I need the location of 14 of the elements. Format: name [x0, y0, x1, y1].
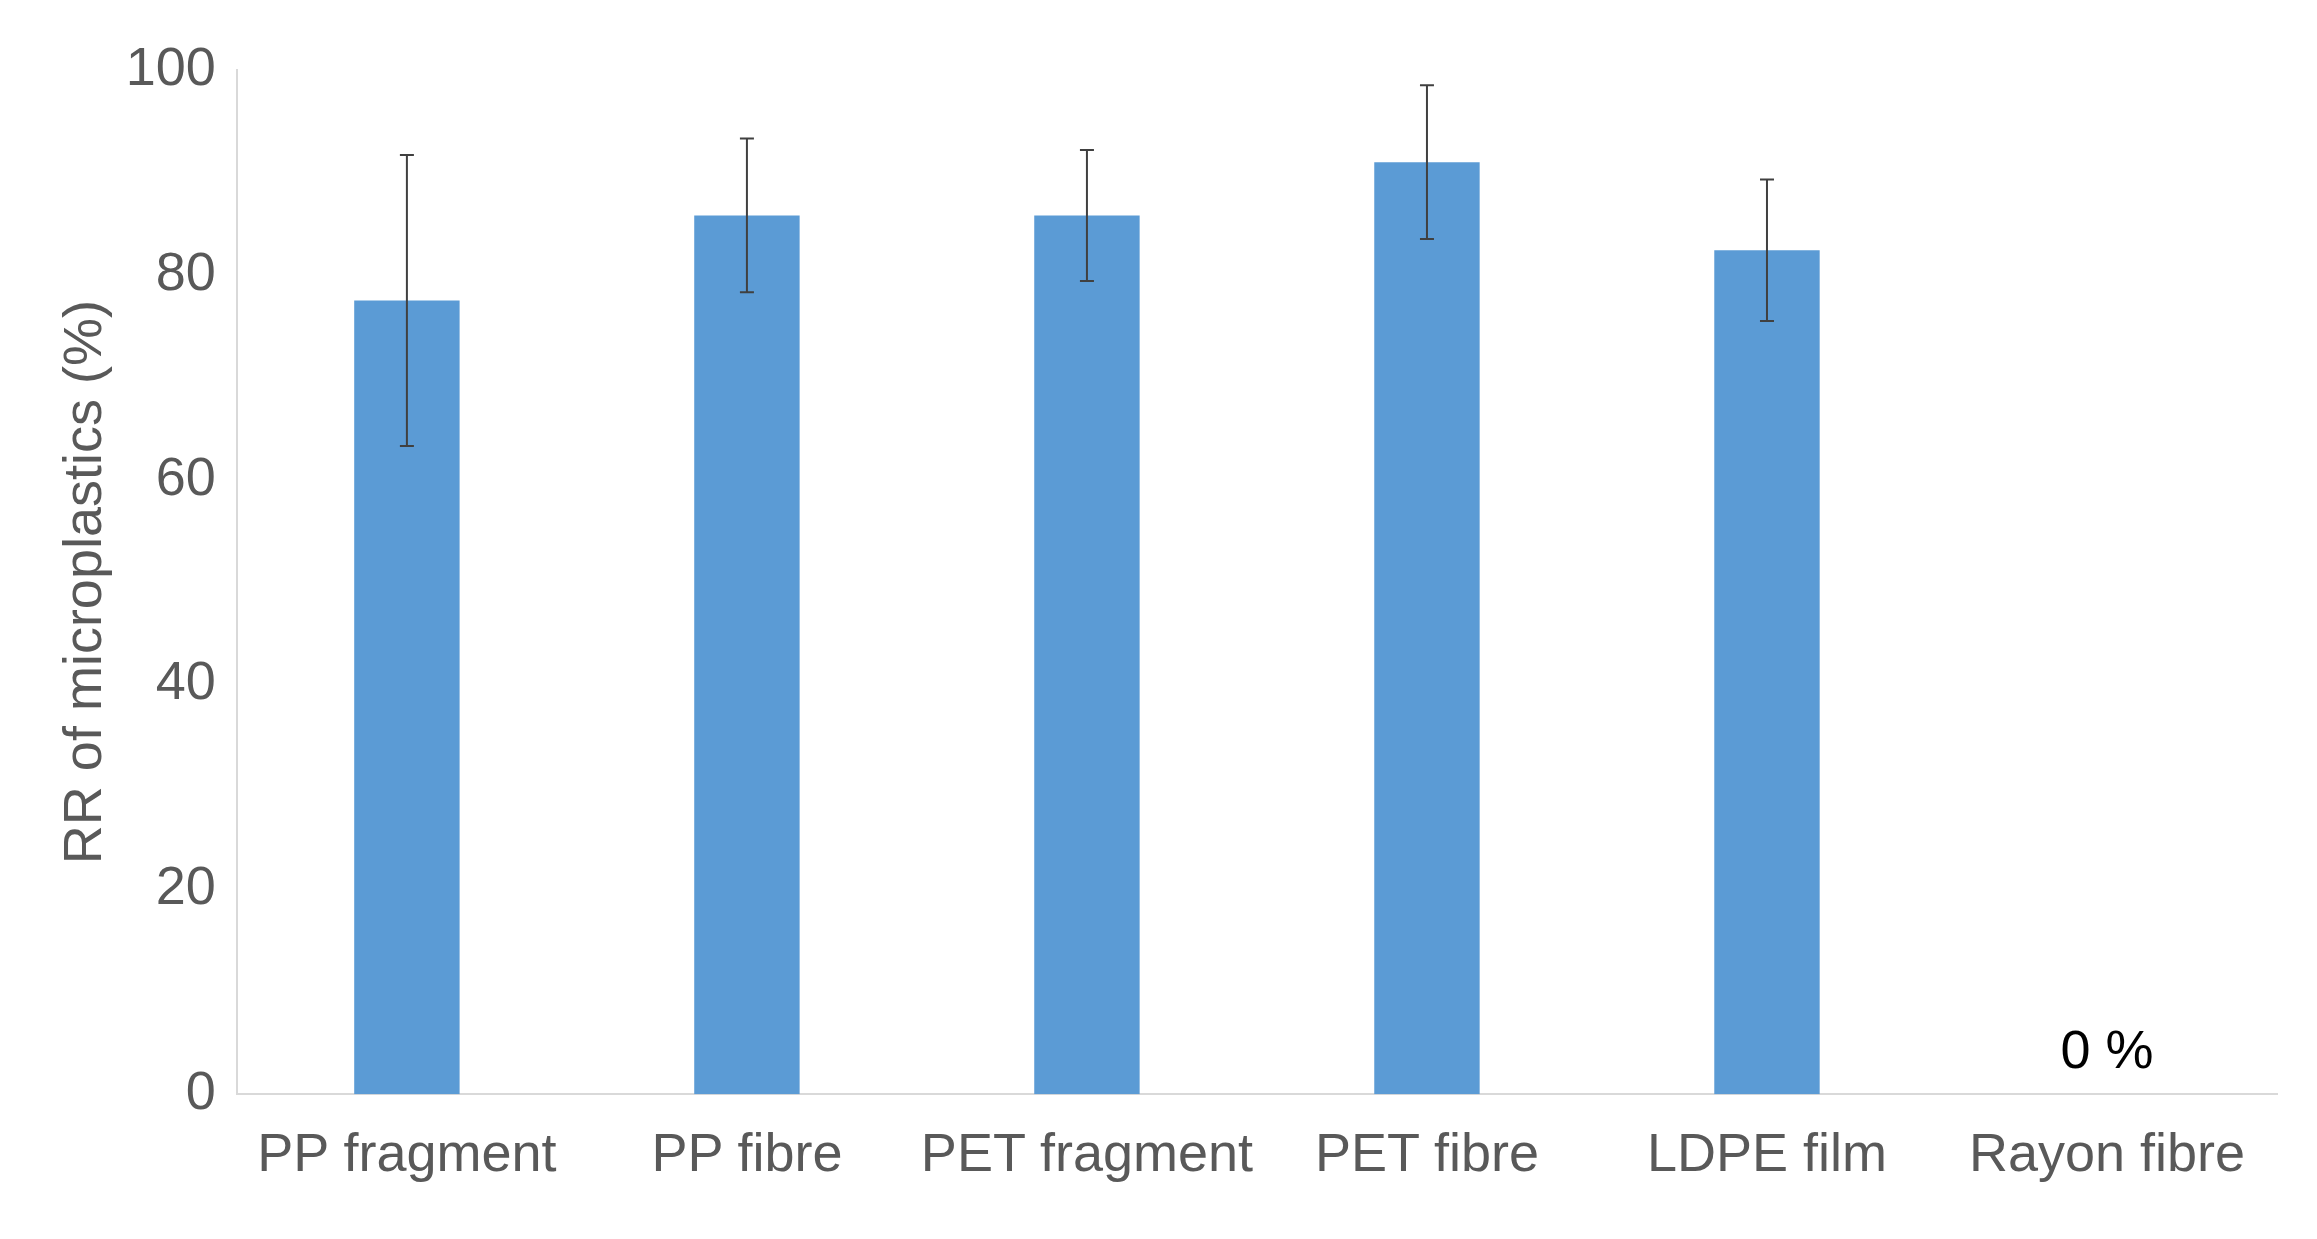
x-tick-label: LDPE film [1646, 1122, 1887, 1183]
x-tick-label: Rayon fibre [1968, 1122, 2246, 1183]
annotation: 0 % [2060, 1019, 2154, 1080]
y-axis-title: RR of microplastics (%) [52, 300, 113, 865]
x-tick-label: PET fibre [1314, 1122, 1540, 1183]
y-tick-label: 60 [155, 445, 216, 506]
x-tick-label: PP fibre [651, 1122, 843, 1183]
y-tick-label: 100 [125, 35, 216, 96]
y-tick-label: 80 [155, 240, 216, 301]
y-tick-label: 20 [155, 855, 216, 916]
y-tick-label: 40 [155, 650, 216, 711]
x-tick-label: PET fragment [920, 1122, 1254, 1183]
x-tick-label: PP fragment [257, 1122, 557, 1183]
y-tick-label: 0 [185, 1060, 216, 1121]
